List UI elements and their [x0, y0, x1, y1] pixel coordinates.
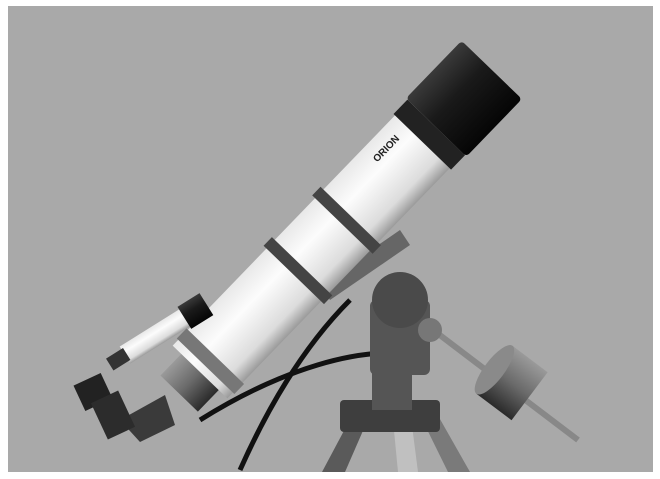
photo: ORION	[0, 0, 660, 479]
